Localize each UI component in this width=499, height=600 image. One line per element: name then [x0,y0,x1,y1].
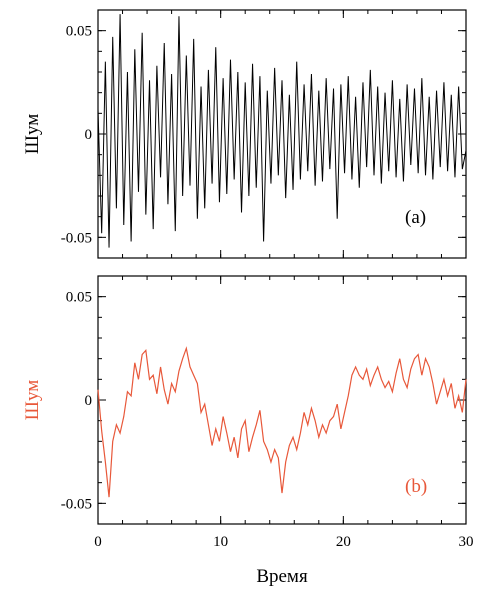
panel-b-x-tick-label: 20 [336,534,351,550]
panel-b-y-tick-label: 0 [85,393,93,409]
panel-b-x-tick-label: 10 [213,534,228,550]
panel-b: -0.05 0 0.05 0 10 20 30 Шум (b) Время [22,275,474,587]
panel-a: -0.05 0 0.05 Шум (a) [22,9,467,259]
panel-b-x-tick-label: 0 [94,534,102,550]
panel-a-ticks [97,9,467,259]
panel-b-xlabel: Время [256,566,308,587]
panel-a-ylabel: Шум [22,114,43,154]
panel-a-label: (a) [405,207,426,228]
panel-a-y-tick-label: 0.05 [66,24,92,40]
panel-b-y-tick-label: -0.05 [61,496,92,512]
panel-b-x-tick-label: 30 [459,534,474,550]
panel-a-series-line [97,14,467,248]
panel-a-y-tick-label: -0.05 [61,230,92,246]
panel-b-label: (b) [405,476,427,497]
panel-b-y-tick-label: 0.05 [66,290,92,306]
panel-b-ylabel: Шум [22,380,43,420]
panel-b-tick-labels: -0.05 0 0.05 0 10 20 30 [61,290,474,550]
panel-b-series-line [97,346,467,498]
panel-a-tick-labels: -0.05 0 0.05 [61,24,92,247]
panel-a-y-tick-label: 0 [85,127,93,143]
panel-b-ticks [97,275,467,525]
